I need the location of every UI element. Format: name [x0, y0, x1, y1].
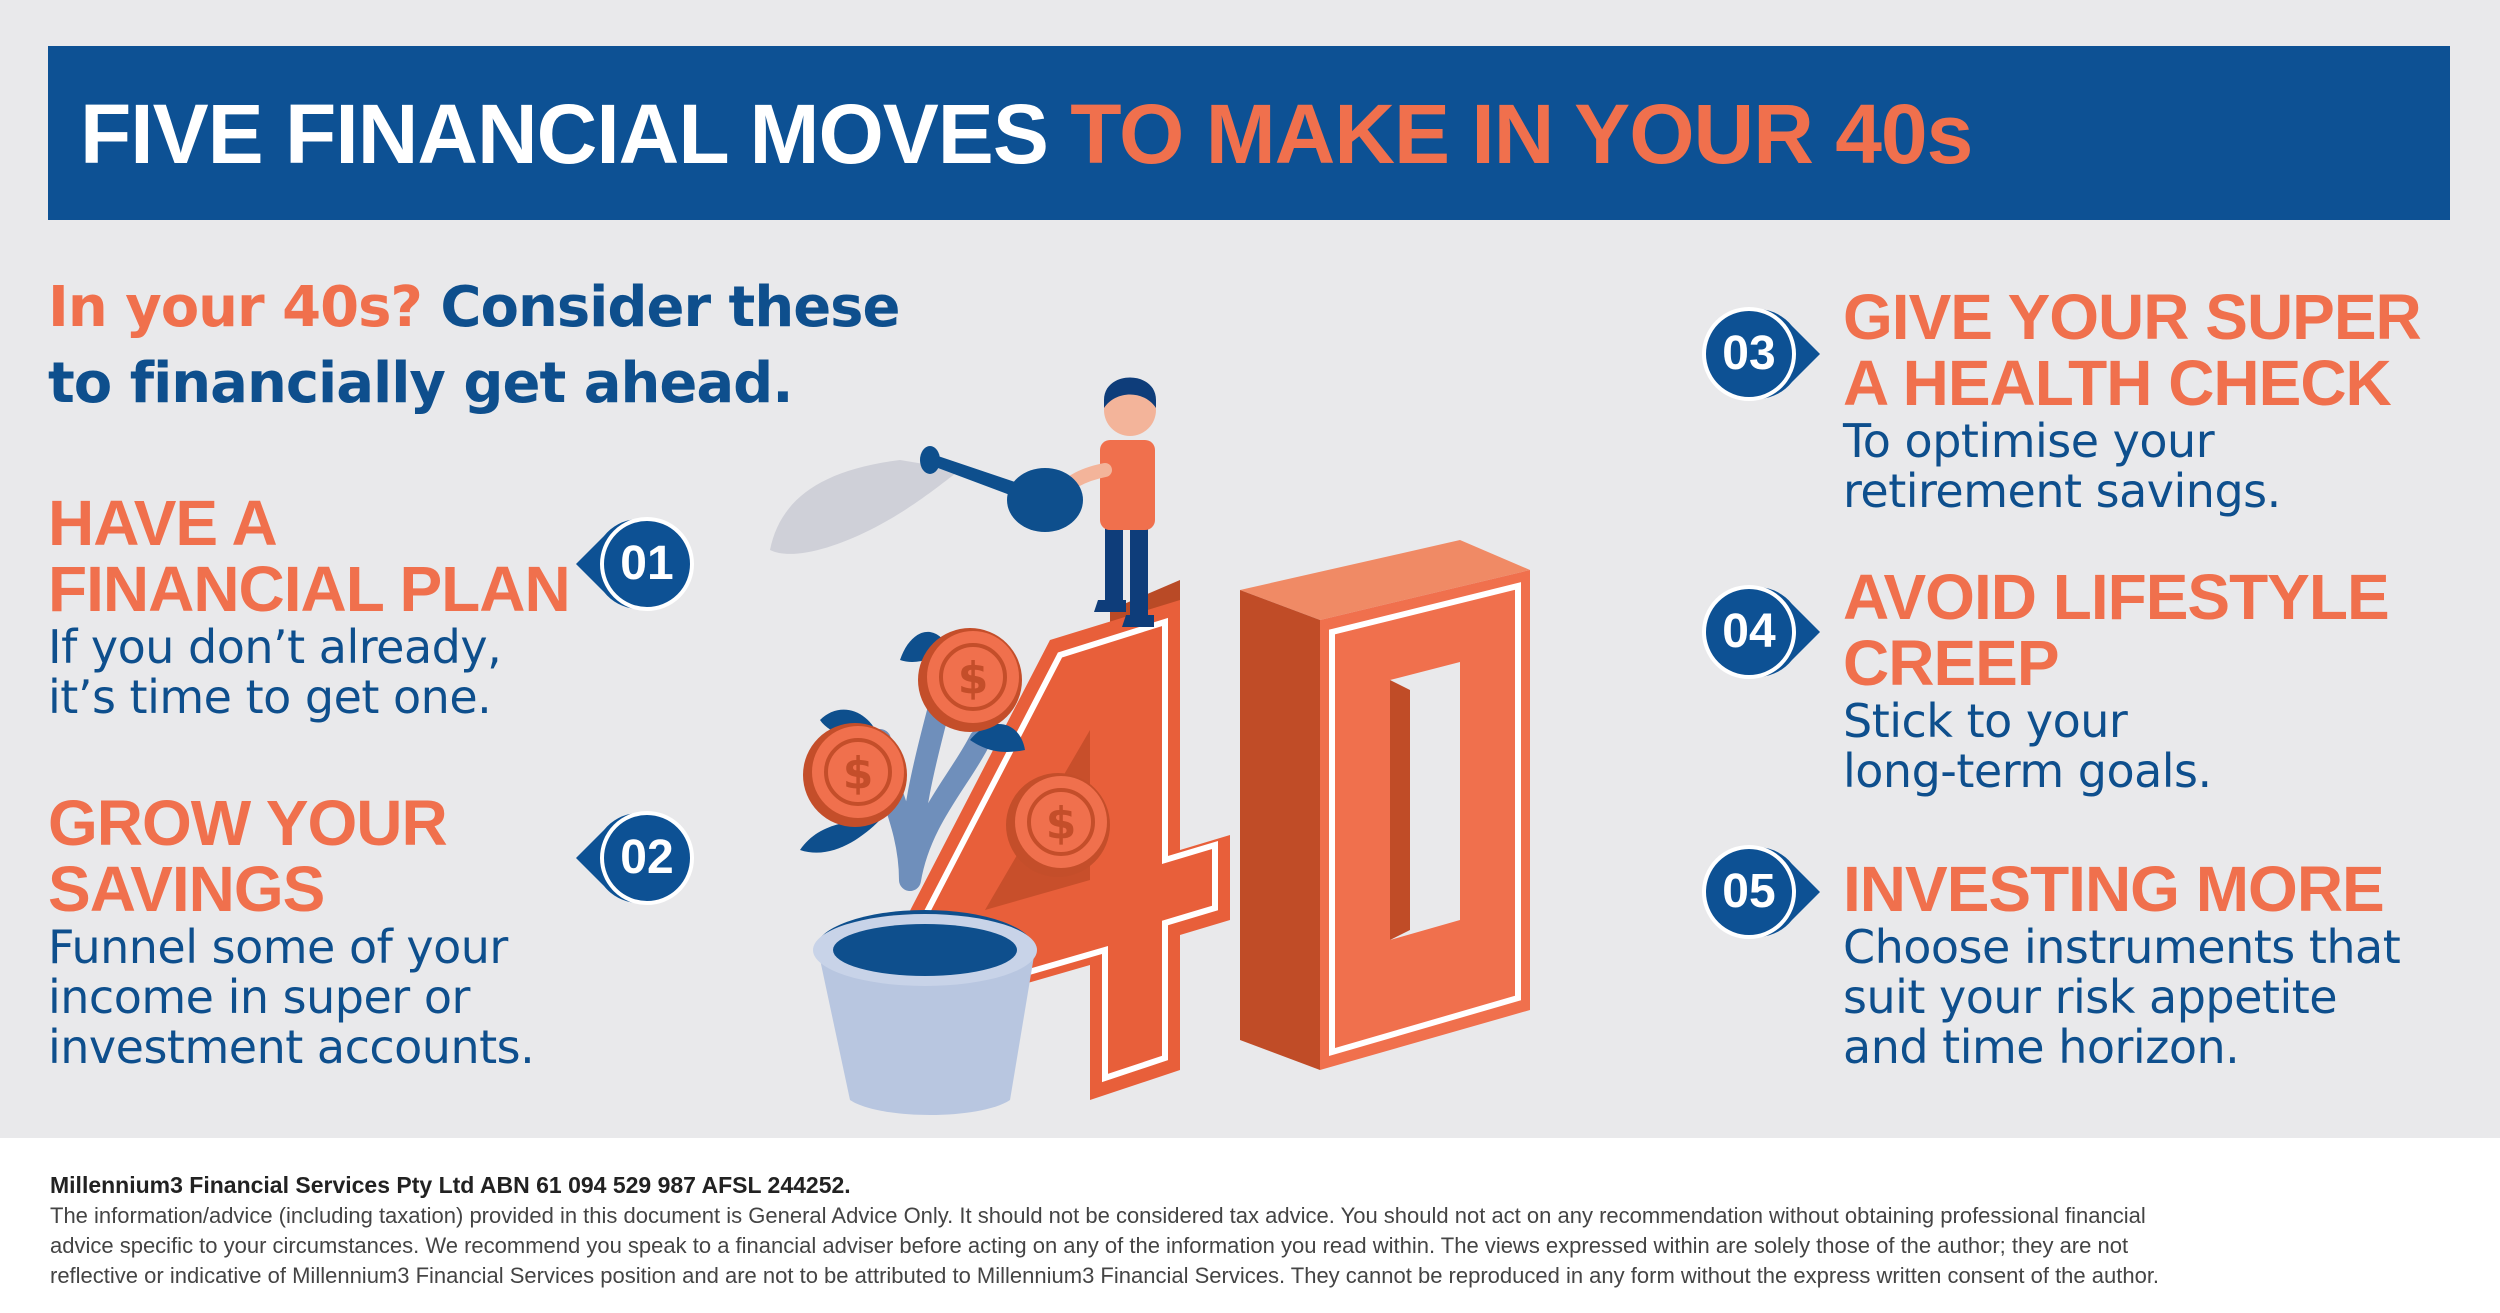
item-04-heading-line-2: CREEP [1843, 627, 2059, 699]
badge-left-pointer-icon [576, 517, 694, 611]
item-02: GROW YOUR SAVINGS Funnel some of your in… [48, 787, 535, 1074]
intro-line-1: In your 40s? Consider these [48, 270, 900, 346]
intro-line-2: to financially get ahead. [48, 351, 794, 416]
item-03-heading-line-2: A HEALTH CHECK [1843, 347, 2392, 419]
badge-04: 04 [1686, 562, 1826, 702]
item-01-body-line-2: it’s time to get one. [48, 670, 492, 724]
item-05: INVESTING MORE Choose instruments that s… [1843, 853, 2401, 1074]
item-02-body-line-1: Funnel some of your [48, 920, 508, 974]
disclaimer-line-3: reflective or indicative of Millennium3 … [50, 1263, 2160, 1288]
disclaimer-line-1: The information/advice (including taxati… [50, 1203, 2146, 1228]
item-05-body-line-3: and time horizon. [1843, 1020, 2240, 1074]
illustration: $ $ $ [770, 377, 1530, 1115]
coin-icon: $ [803, 723, 907, 827]
item-01-heading-line-2: FINANCIAL PLAN [48, 553, 571, 625]
item-04-body-line-2: long-term goals. [1843, 744, 2212, 798]
intro-highlight: In your 40s? [48, 275, 423, 340]
coin-icon: $ [918, 628, 1022, 732]
item-03-heading-line-1: GIVE YOUR SUPER [1843, 281, 2422, 353]
item-04: AVOID LIFESTYLE CREEP Stick to your long… [1843, 561, 2390, 798]
badge-02: 02 [570, 788, 710, 928]
badge-01-number: 01 [620, 537, 674, 590]
badge-right-pointer-icon [1702, 307, 1820, 401]
title-part-orange: TO MAKE IN YOUR 40s [1070, 87, 1973, 181]
badge-right-pointer-icon [1702, 585, 1820, 679]
item-04-body-line-1: Stick to your [1843, 694, 2128, 748]
water-stream-shape [770, 460, 960, 554]
item-05-body-line-1: Choose instruments that [1843, 920, 2401, 974]
intro-text: In your 40s? Consider these to financial… [48, 270, 900, 422]
item-02-body-line-3: investment accounts. [48, 1020, 535, 1074]
footer: Millennium3 Financial Services Pty Ltd A… [0, 1138, 2500, 1313]
badge-03: 03 [1686, 284, 1826, 424]
money-plant-shape [800, 631, 1037, 1115]
item-03: GIVE YOUR SUPER A HEALTH CHECK To optimi… [1843, 281, 2422, 518]
item-02-heading-line-1: GROW YOUR [48, 787, 448, 859]
item-03-body-line-2: retirement savings. [1843, 464, 2281, 518]
item-05-heading-line-1: INVESTING MORE [1843, 853, 2385, 925]
coin-symbol: $ [843, 748, 874, 799]
title-banner: FIVE FINANCIAL MOVES TO MAKE IN YOUR 40s [48, 46, 2450, 220]
item-03-body-line-1: To optimise your [1843, 414, 2215, 468]
item-01-body-line-1: If you don’t already, [48, 620, 502, 674]
disclaimer-line-2: advice specific to your circumstances. W… [50, 1233, 2129, 1258]
footer-company: Millennium3 Financial Services Pty Ltd A… [50, 1172, 851, 1198]
coin-icon: $ [1006, 773, 1110, 877]
badge-03-number: 03 [1722, 327, 1776, 380]
badge-05: 05 [1686, 822, 1826, 962]
item-01-heading-line-1: HAVE A [48, 487, 278, 559]
item-02-heading-line-2: SAVINGS [48, 853, 325, 925]
title-part-white: FIVE FINANCIAL MOVES [80, 87, 1049, 181]
badge-01: 01 [570, 494, 710, 634]
footer-disclaimer: The information/advice (including taxati… [50, 1201, 2450, 1291]
badge-04-number: 04 [1722, 605, 1776, 658]
page-title: FIVE FINANCIAL MOVES TO MAKE IN YOUR 40s [80, 84, 1973, 184]
badge-right-pointer-icon [1702, 845, 1820, 939]
person-watering-shape [920, 377, 1156, 627]
item-02-body-line-2: income in super or [48, 970, 470, 1024]
intro-line-1-rest: Consider these [440, 275, 900, 340]
coin-symbol: $ [1046, 798, 1077, 849]
badge-02-number: 02 [620, 831, 674, 884]
item-01: HAVE A FINANCIAL PLAN If you don’t alrea… [48, 487, 571, 724]
badge-05-number: 05 [1722, 865, 1776, 918]
item-05-body-line-2: suit your risk appetite [1843, 970, 2338, 1024]
badge-left-pointer-icon [576, 811, 694, 905]
coin-symbol: $ [958, 653, 989, 704]
item-04-heading-line-1: AVOID LIFESTYLE [1843, 561, 2390, 633]
